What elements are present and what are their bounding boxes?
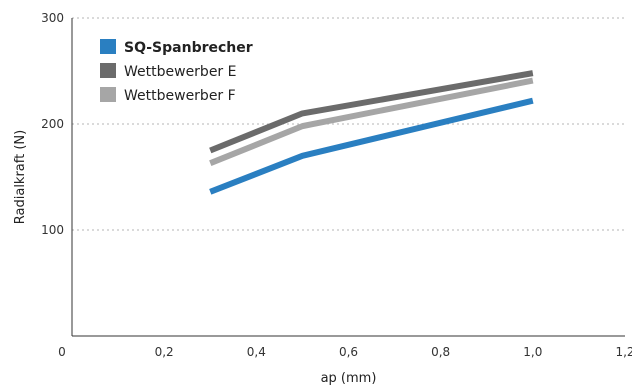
y-tick-label: 200 — [41, 117, 64, 131]
legend-label: Wettbewerber E — [124, 64, 237, 80]
legend-swatch — [100, 39, 116, 54]
legend-swatch — [100, 87, 116, 102]
axes — [71, 18, 625, 337]
y-tick-label: 100 — [41, 223, 64, 237]
y-tick-labels: 100 200 300 — [41, 11, 64, 237]
x-tick-label: 1,2 — [615, 345, 632, 359]
gridlines — [72, 17, 625, 231]
x-tick-labels: 0 0,2 0,4 0,6 0,8 1,0 1,2 — [58, 345, 632, 359]
x-tick-label: 0 — [58, 345, 66, 359]
y-axis-title: Radialkraft (N) — [13, 130, 28, 224]
x-axis-title: ap (mm) — [321, 371, 377, 386]
legend: SQ-Spanbrecher Wettbewerber E Wettbewerber… — [100, 39, 253, 104]
legend-swatch — [100, 63, 116, 78]
x-tick-label: 0,4 — [247, 345, 266, 359]
series-line-2 — [209, 77, 534, 167]
legend-label: SQ-Spanbrecher — [124, 40, 253, 56]
x-tick-label: 0,8 — [431, 345, 450, 359]
x-tick-label: 0,6 — [339, 345, 358, 359]
y-tick-label: 300 — [41, 11, 64, 25]
x-tick-label: 1,0 — [523, 345, 542, 359]
legend-label: Wettbewerber F — [124, 88, 236, 104]
x-tick-label: 0,2 — [155, 345, 174, 359]
series-lines — [209, 70, 534, 195]
